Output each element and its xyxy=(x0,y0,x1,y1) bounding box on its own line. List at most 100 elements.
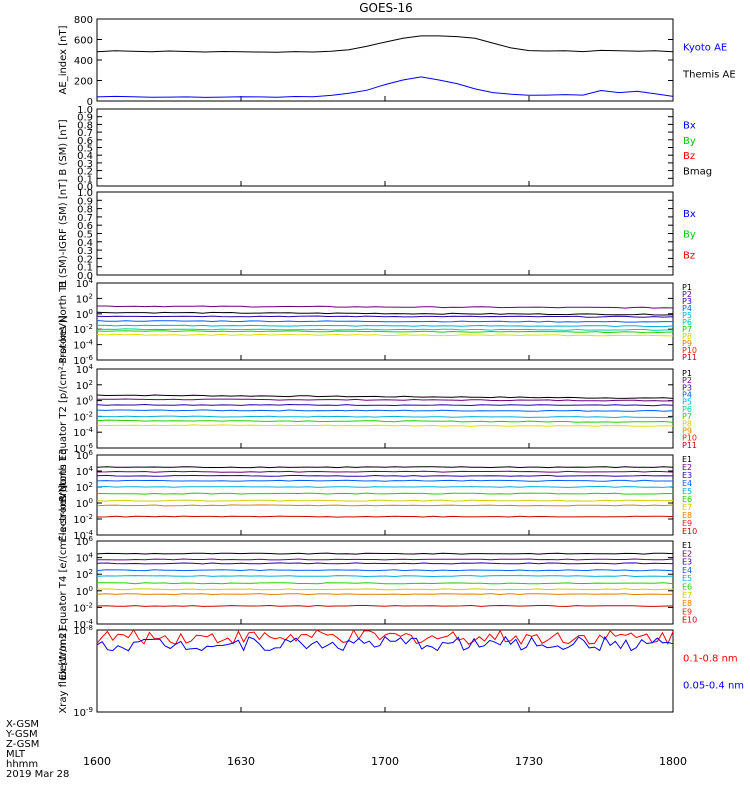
series-p6 xyxy=(96,328,674,331)
time-tick-1800: 1800 xyxy=(659,755,687,768)
y-tick-label: 10-9 xyxy=(73,706,93,719)
y-tick-label: 0.8 xyxy=(77,120,93,131)
series-p7 xyxy=(96,330,674,334)
y-tick-label: 0.4 xyxy=(77,151,93,162)
series-e2 xyxy=(96,558,674,561)
legend-p10: P10 xyxy=(682,434,697,443)
y-tick-label: 10-2 xyxy=(73,323,93,336)
y-tick-label: 10-2 xyxy=(73,513,93,526)
y-tick-label: 1.0 xyxy=(77,105,93,116)
legend-e10: E10 xyxy=(682,527,697,536)
legend-e9: E9 xyxy=(682,607,692,616)
y-tick-label: 10-8 xyxy=(73,624,93,637)
row-label-mlt: MLT xyxy=(6,749,26,760)
y-tick-label: 104 xyxy=(76,277,94,290)
series-e4 xyxy=(96,479,673,482)
y-axis-label: Protons North T1 xyxy=(58,279,69,363)
y-tick-label: 0.2 xyxy=(77,167,93,178)
legend-p9: P9 xyxy=(682,426,692,435)
time-tick-1700: 1700 xyxy=(371,755,399,768)
legend-p8: P8 xyxy=(682,419,692,428)
y-axis-label: Protons Equator T2 [p/(cm²-s-sr-keV)] xyxy=(58,315,69,502)
y-tick-label: 0.5 xyxy=(77,144,93,155)
legend-e9: E9 xyxy=(682,519,692,528)
legend-bx: Bx xyxy=(683,120,696,131)
legend-bx: Bx xyxy=(683,209,696,220)
series-e9 xyxy=(96,515,674,518)
y-tick-label: 102 xyxy=(76,481,93,494)
legend-p4: P4 xyxy=(682,391,692,400)
legend-by: By xyxy=(683,136,696,147)
y-tick-label: 104 xyxy=(76,363,94,376)
y-axis-label: B (SM) [nT] xyxy=(58,119,69,175)
y-tick-label: 100 xyxy=(76,308,93,321)
legend-e7: E7 xyxy=(682,591,692,600)
y-tick-label: 800 xyxy=(74,15,93,26)
legend-e10: E10 xyxy=(682,616,697,625)
time-tick-1630: 1630 xyxy=(227,755,255,768)
y-tick-label: 1.0 xyxy=(77,188,93,199)
y-axis-label: Electrons Equator T4 [e/(cm²-s-sr-keV)] xyxy=(58,485,69,680)
series-e6 xyxy=(96,492,674,495)
y-tick-label: 600 xyxy=(74,36,93,47)
row-label-y-gsm: Y-GSM xyxy=(5,729,38,740)
legend-p7: P7 xyxy=(682,412,692,421)
y-tick-label: 0.8 xyxy=(77,205,93,216)
legend-0-1-0-8-nm: 0.1-0.8 nm xyxy=(683,653,738,664)
legend-e3: E3 xyxy=(682,558,692,567)
plot-title: GOES-16 xyxy=(359,1,413,15)
legend-p11: P11 xyxy=(682,441,697,450)
series-p4 xyxy=(96,409,674,412)
y-tick-label: 0 xyxy=(87,97,93,108)
y-tick-label: 0.6 xyxy=(77,221,93,232)
series-p4 xyxy=(96,320,673,323)
y-tick-label: 0.9 xyxy=(77,113,93,124)
legend-e5: E5 xyxy=(682,574,692,583)
panel-1: 0 200 400 600 800 AE_index [nT] Kyoto AE Themis… xyxy=(58,15,736,108)
panel-frame xyxy=(96,368,674,449)
legend-p5: P5 xyxy=(682,311,692,320)
series-e8 xyxy=(96,504,674,507)
row-label-z-gsm: Z-GSM xyxy=(6,739,39,750)
row-label-hhmm: hhmm xyxy=(6,759,38,770)
y-axis-label: B (SM)-IGRF (SM) [nT] xyxy=(58,179,69,288)
legend-kyoto-ae: Kyoto AE xyxy=(683,42,727,53)
legend-p6: P6 xyxy=(682,405,692,414)
y-tick-label: 100 xyxy=(76,497,93,510)
panel-3: 0.00.10.20.30.40.50.60.70.80.91.0B (SM)-… xyxy=(58,179,696,288)
y-tick-label: 10-2 xyxy=(73,410,93,423)
series-e5 xyxy=(96,485,674,488)
legend-p10: P10 xyxy=(682,346,697,355)
y-axis-label: Xray flux [W/m2] xyxy=(58,628,69,713)
y-tick-label: 0.2 xyxy=(77,254,93,265)
y-tick-label: 0.0 xyxy=(77,182,93,193)
series-p8 xyxy=(96,333,674,337)
legend-e7: E7 xyxy=(682,503,692,512)
row-label-x-gsm: X-GSM xyxy=(6,719,39,730)
series-e7 xyxy=(96,499,674,502)
series-0-1-0-8-nm xyxy=(96,628,674,646)
panel-frame xyxy=(96,18,674,102)
y-tick-label: 100 xyxy=(76,585,93,598)
legend-p8: P8 xyxy=(682,332,692,341)
y-tick-label: 0.3 xyxy=(77,159,93,170)
legend-p5: P5 xyxy=(682,398,692,407)
series-e8 xyxy=(96,593,674,596)
series-p3 xyxy=(96,315,674,318)
series-e2 xyxy=(96,470,674,473)
series-0-05-0-4-nm xyxy=(96,635,674,652)
series-p7 xyxy=(96,424,674,427)
series-p3 xyxy=(96,403,674,407)
y-tick-label: 100 xyxy=(76,395,93,408)
legend-e6: E6 xyxy=(682,583,692,592)
series-p1 xyxy=(96,394,674,399)
y-tick-label: 0.7 xyxy=(77,128,93,139)
series-e3 xyxy=(96,562,674,565)
time-tick-1730: 1730 xyxy=(515,755,543,768)
legend-p6: P6 xyxy=(682,318,692,327)
y-tick-label: 0.9 xyxy=(77,196,93,207)
legend-e4: E4 xyxy=(682,566,692,575)
